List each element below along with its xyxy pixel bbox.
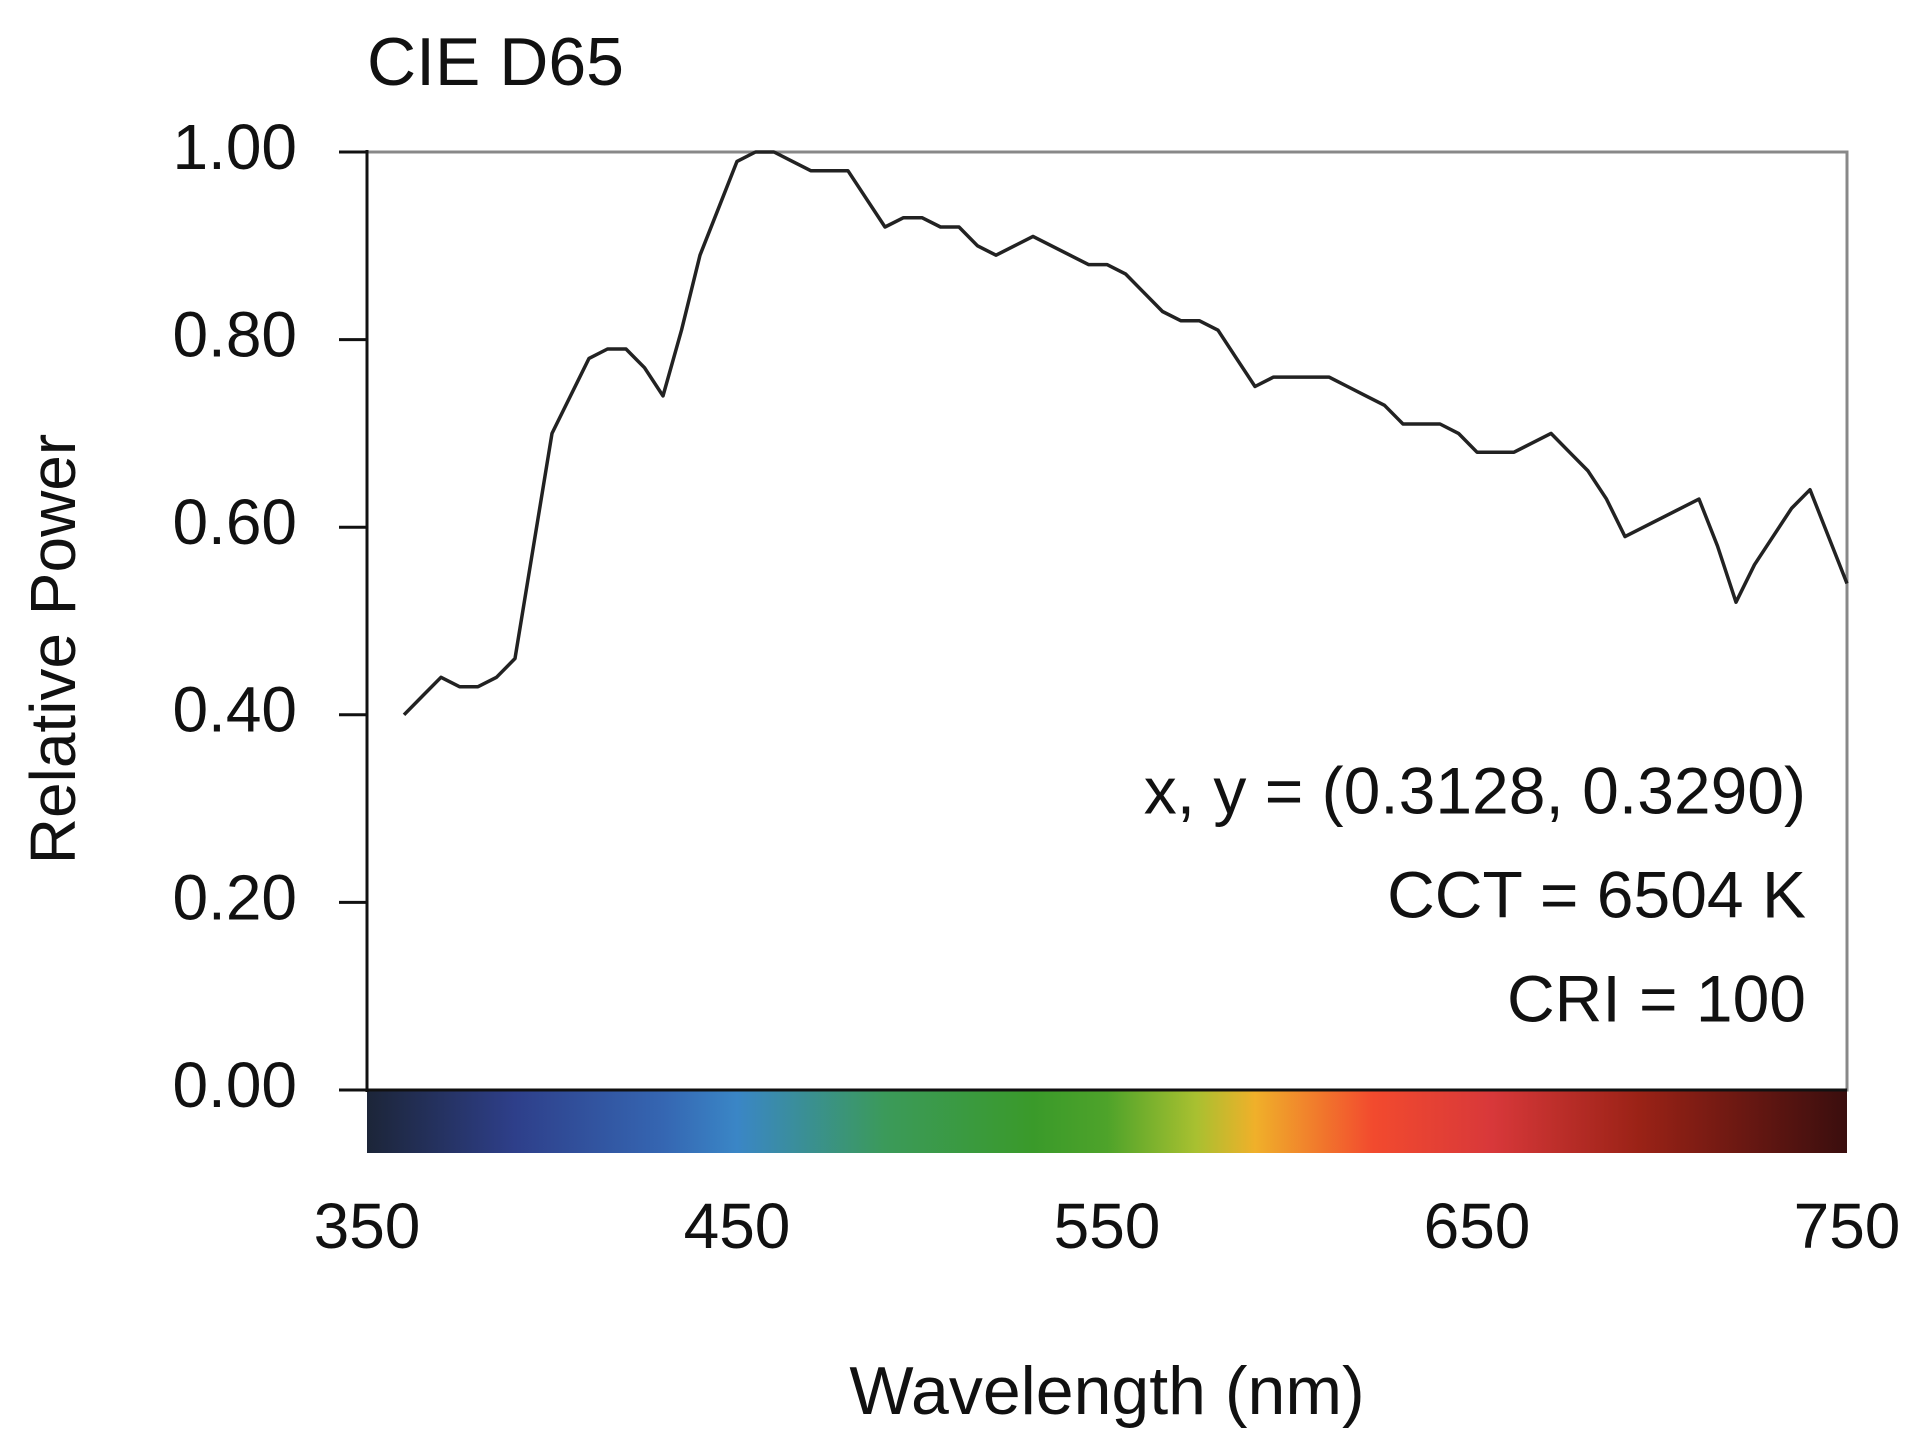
x-tick-label: 450 bbox=[684, 1190, 791, 1262]
x-tick-label: 350 bbox=[314, 1190, 421, 1262]
annotation: CRI = 100 bbox=[1507, 961, 1806, 1035]
y-tick-label: 0.40 bbox=[172, 674, 297, 746]
x-axis-label: Wavelength (nm) bbox=[849, 1353, 1364, 1429]
x-tick-label: 650 bbox=[1424, 1190, 1531, 1262]
x-tick-label: 750 bbox=[1794, 1190, 1901, 1262]
x-tick-label: 550 bbox=[1054, 1190, 1161, 1262]
plot-frame bbox=[365, 150, 1849, 1092]
y-tick-label: 0.00 bbox=[172, 1049, 297, 1121]
spectrum-bar bbox=[367, 1090, 1847, 1153]
y-tick-label: 1.00 bbox=[172, 111, 297, 183]
y-tick-label: 0.20 bbox=[172, 861, 297, 933]
data-line bbox=[402, 150, 1849, 717]
chart-title: CIE D65 bbox=[367, 24, 624, 100]
y-axis-label: Relative Power bbox=[17, 434, 89, 864]
y-tick-label: 0.60 bbox=[172, 486, 297, 558]
annotation: CCT = 6504 K bbox=[1387, 857, 1806, 931]
annotation: x, y = (0.3128, 0.3290) bbox=[1144, 753, 1806, 827]
y-tick-label: 0.80 bbox=[172, 299, 297, 371]
